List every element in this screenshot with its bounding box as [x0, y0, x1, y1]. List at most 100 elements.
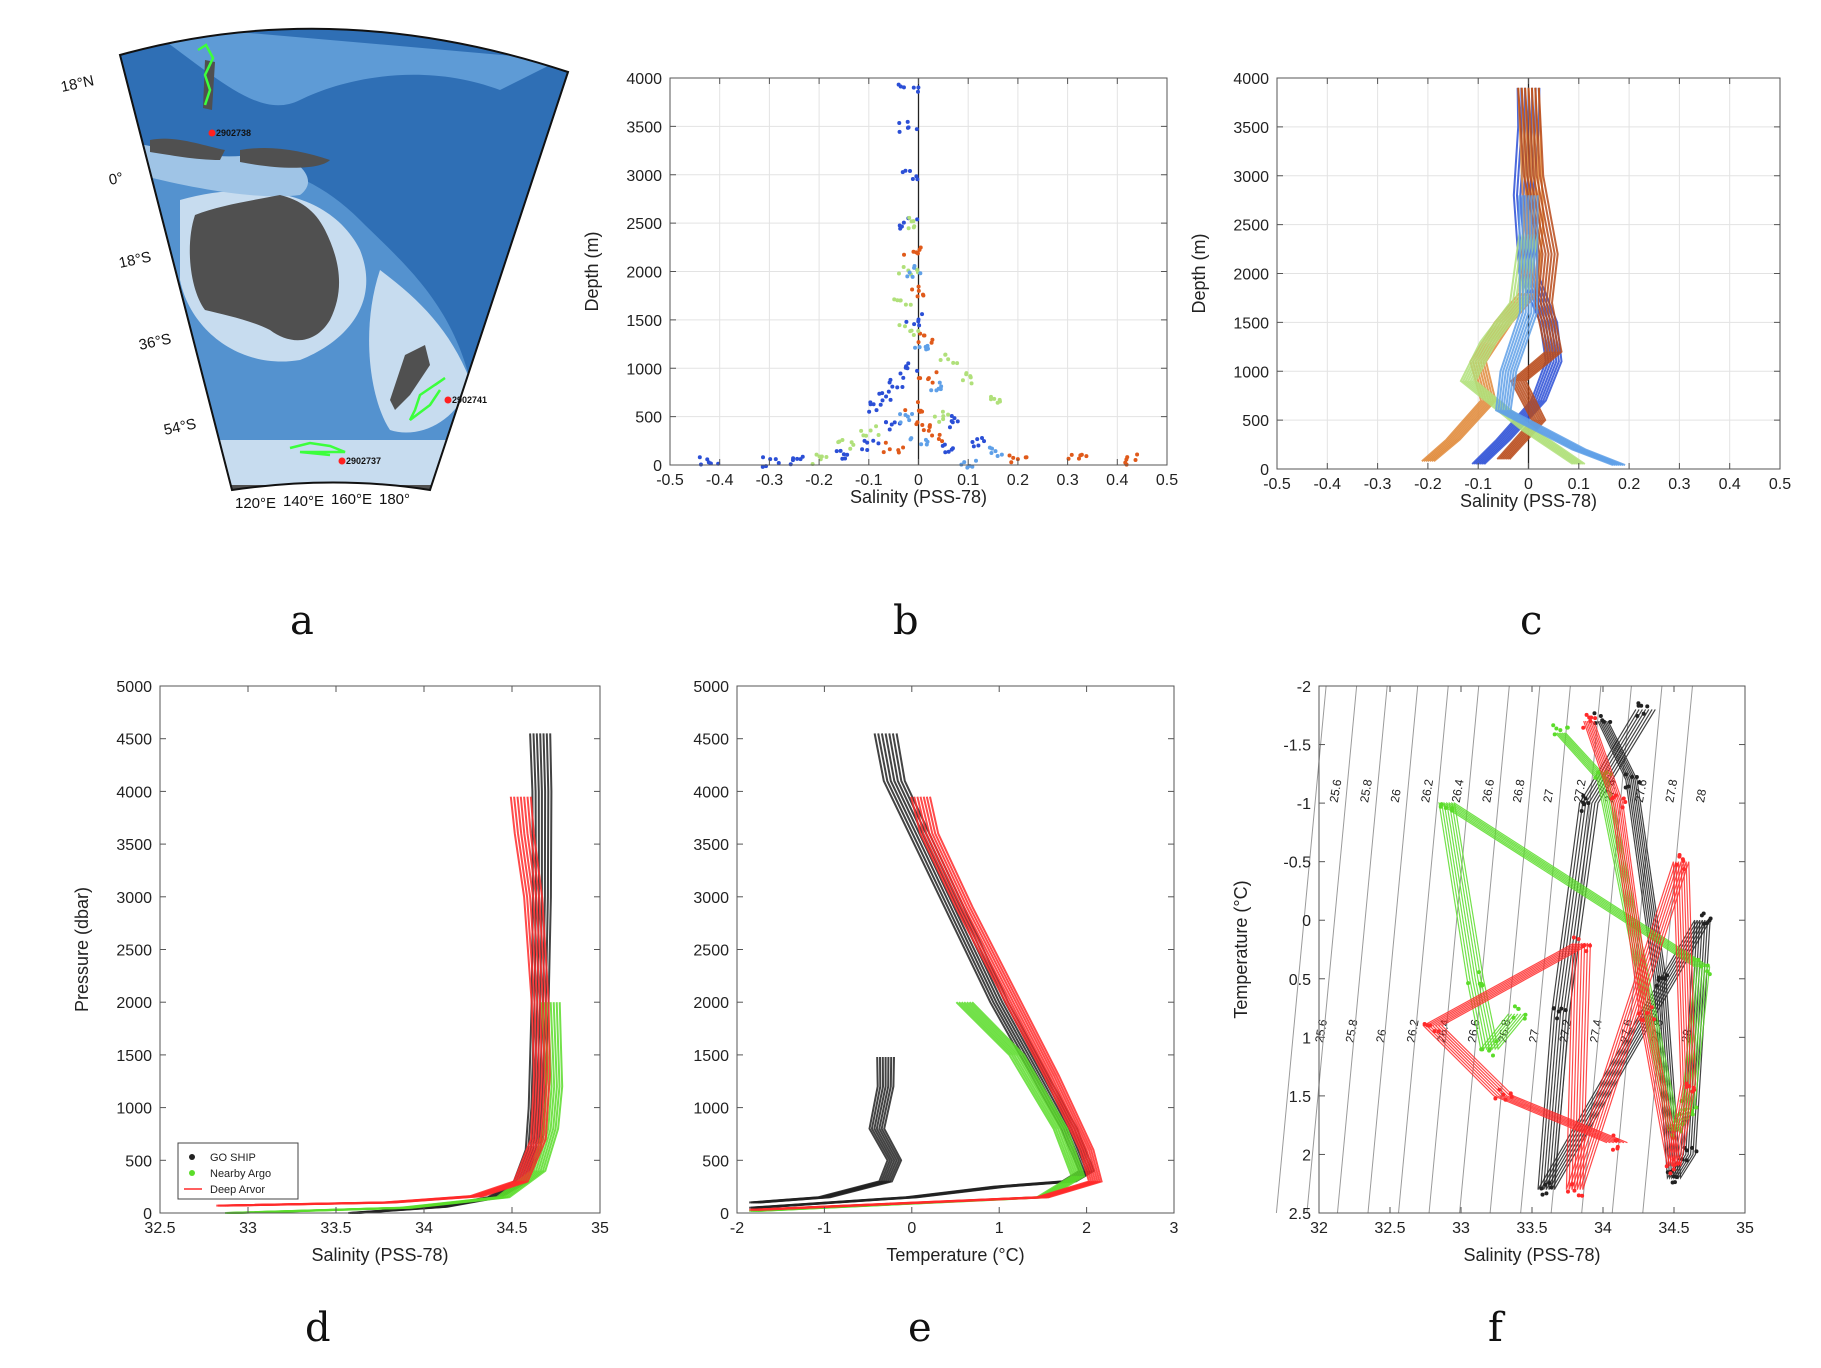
series-line — [1509, 195, 1626, 467]
data-point — [1684, 1081, 1689, 1086]
data-point — [1694, 1105, 1699, 1110]
isopycnal-line — [1459, 685, 1510, 1214]
data-point — [915, 294, 920, 299]
panel-letter-b: b — [893, 598, 919, 644]
data-point — [1677, 854, 1682, 859]
data-point — [940, 443, 945, 448]
legend-marker — [189, 1170, 195, 1176]
data-point — [1494, 1039, 1499, 1044]
float-id-label: 2902738 — [216, 128, 251, 138]
data-point — [1702, 921, 1707, 926]
y-tick-label: 2000 — [116, 995, 152, 1012]
data-point — [907, 418, 912, 423]
x-tick-label: 0.4 — [1719, 476, 1741, 493]
data-point — [1432, 1029, 1437, 1034]
data-point — [814, 452, 819, 457]
isopycnal-line — [1520, 685, 1571, 1214]
data-point — [902, 252, 907, 257]
series-line — [749, 796, 1091, 1211]
y-tick-label: 0 — [653, 458, 662, 475]
series-line — [1459, 234, 1574, 465]
data-point — [889, 422, 894, 427]
data-point — [819, 454, 824, 459]
x-axis-label: Salinity (PSS-78) — [1460, 491, 1597, 511]
series-line — [752, 796, 1095, 1211]
y-tick-label: 2500 — [1233, 218, 1269, 235]
data-point — [1076, 456, 1081, 461]
data-point — [914, 250, 919, 255]
legend-label: GO SHIP — [210, 1152, 256, 1164]
data-point — [1450, 806, 1455, 811]
panel-e-chart: -2 -1 0 1 2 3 0 500 1000 1500 2000 2500 3000 3500 4000… — [693, 679, 1178, 1265]
isopycnal-label: 25.8 — [1343, 1018, 1361, 1044]
data-point — [1690, 1089, 1695, 1094]
data-point — [1588, 719, 1593, 724]
data-point — [899, 224, 904, 229]
data-point — [1497, 1087, 1502, 1092]
data-point — [946, 357, 951, 362]
float-track-1 — [197, 43, 215, 106]
isopycnal-line — [1336, 685, 1388, 1214]
data-point — [909, 436, 914, 441]
series-line — [1498, 87, 1550, 460]
data-point — [1671, 1174, 1676, 1179]
data-point — [914, 267, 919, 272]
data-point — [880, 398, 885, 403]
x-tick-label: 32 — [1310, 1220, 1328, 1237]
x-tick-label: 34.5 — [496, 1220, 527, 1237]
data-point — [1576, 937, 1581, 942]
data-point — [912, 322, 917, 327]
y-tick-label: 1000 — [116, 1101, 152, 1118]
data-point — [1508, 1091, 1513, 1096]
y-tick-label: 2000 — [693, 995, 729, 1012]
data-point — [1665, 973, 1670, 978]
data-point — [920, 409, 925, 414]
data-point — [1011, 455, 1016, 460]
x-tick-label: 32.5 — [144, 1220, 175, 1237]
data-point — [1645, 704, 1650, 709]
data-point — [910, 177, 915, 182]
data-point — [911, 219, 916, 224]
data-point — [865, 440, 870, 445]
data-point — [910, 287, 915, 292]
data-point — [937, 419, 942, 424]
y-tick-label: 0.5 — [1289, 972, 1311, 989]
data-point — [923, 437, 928, 442]
data-point — [970, 464, 975, 469]
data-point — [906, 226, 911, 231]
x-tick-label: 0.2 — [1618, 476, 1640, 493]
data-point — [1684, 1148, 1689, 1153]
data-point — [926, 376, 931, 381]
x-tick-label: 33 — [1452, 1220, 1470, 1237]
x-tick-label: 0.4 — [1106, 472, 1128, 489]
data-point — [1490, 1053, 1495, 1058]
data-point — [897, 323, 902, 328]
series-line — [1437, 720, 1694, 1190]
data-point — [1512, 1004, 1517, 1009]
data-point — [1539, 1186, 1544, 1191]
data-point — [920, 423, 925, 428]
data-point — [968, 375, 973, 380]
data-point — [897, 121, 902, 126]
data-point — [773, 457, 778, 462]
lat-label: 36°S — [137, 330, 173, 353]
data-point — [1623, 772, 1628, 777]
y-tick-label: 2500 — [693, 943, 729, 960]
data-point — [922, 333, 927, 338]
data-point — [697, 455, 702, 460]
y-tick-label: 500 — [1242, 413, 1269, 430]
data-point — [915, 400, 920, 405]
data-point — [910, 274, 915, 279]
series-line — [1479, 87, 1558, 465]
y-tick-label: -1 — [1297, 796, 1311, 813]
data-point — [888, 377, 893, 382]
series-line — [348, 733, 534, 1214]
data-point — [949, 414, 954, 419]
data-point — [1584, 712, 1589, 717]
data-point — [1584, 949, 1589, 954]
panel-letter-d: d — [305, 1305, 331, 1351]
data-point — [1487, 1047, 1492, 1052]
data-point — [1615, 1138, 1620, 1143]
data-point — [860, 447, 865, 452]
series-line — [1438, 732, 1696, 1133]
